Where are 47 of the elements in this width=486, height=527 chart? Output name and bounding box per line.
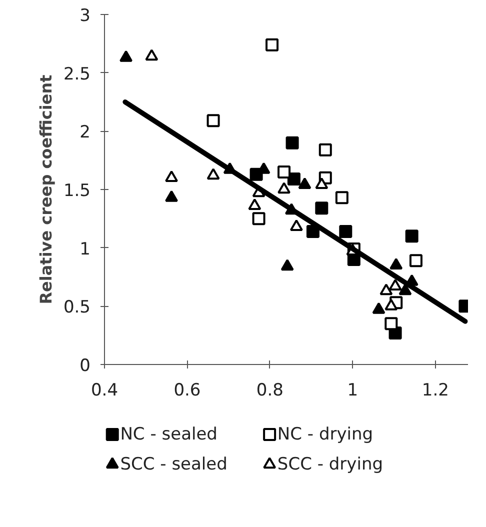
- point: [165, 190, 178, 202]
- x-tick-label: 1: [347, 380, 358, 400]
- point: [206, 168, 220, 180]
- point: [315, 202, 328, 215]
- y-tick-label: 0: [80, 356, 91, 376]
- point: [206, 114, 220, 128]
- y-tick-label: 0.5: [63, 298, 91, 318]
- x-tick-label: 0.4: [90, 380, 118, 400]
- point: [278, 182, 291, 194]
- point: [290, 219, 303, 232]
- y-tick-label: 3: [80, 6, 91, 26]
- point: [248, 198, 262, 210]
- y-tick-label: 2: [80, 122, 91, 143]
- point: [372, 302, 386, 314]
- point: [278, 166, 291, 178]
- point: [335, 191, 348, 204]
- legend-label: SCC - drying: [277, 454, 384, 474]
- point: [266, 38, 279, 52]
- point: [315, 177, 328, 190]
- point: [298, 177, 312, 190]
- point: [286, 136, 299, 150]
- x-tick-label: 1.2: [422, 380, 449, 400]
- point: [280, 259, 294, 271]
- point: [384, 317, 398, 330]
- legend-label: NC - drying: [277, 424, 374, 444]
- point: [120, 50, 133, 62]
- y-tick-label: 1: [80, 239, 91, 260]
- point: [409, 254, 422, 268]
- point: [398, 284, 412, 296]
- point: [405, 230, 418, 243]
- y-axis-title: Relative creep coefficient: [36, 74, 56, 304]
- legend-label: NC - sealed: [120, 424, 218, 444]
- point: [252, 212, 266, 226]
- point: [165, 170, 178, 182]
- x-tick-label: 0.8: [256, 380, 284, 400]
- point: [318, 143, 332, 156]
- y-tick-label: 1.5: [63, 181, 91, 201]
- legend-label: SCC - sealed: [120, 454, 228, 474]
- point: [388, 278, 402, 291]
- x-tick-label: 0.6: [174, 380, 201, 400]
- y-tick-label: 2.5: [63, 64, 91, 84]
- point: [145, 49, 158, 61]
- point: [384, 298, 398, 310]
- point: [339, 225, 352, 238]
- point: [390, 258, 403, 270]
- point: [380, 284, 393, 296]
- point: [287, 172, 300, 186]
